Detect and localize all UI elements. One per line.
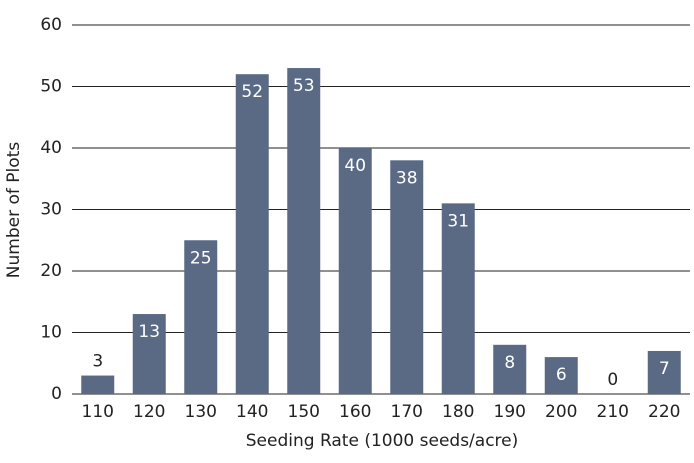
bar <box>544 357 578 394</box>
bar <box>132 314 166 394</box>
bar <box>647 350 681 394</box>
value-label: 0 <box>607 370 618 390</box>
x-tick-label: 150 <box>288 402 320 422</box>
x-tick-label: 120 <box>133 402 165 422</box>
x-tick-label: 130 <box>185 402 217 422</box>
bar <box>81 375 115 394</box>
y-tick-label: 20 <box>40 261 62 281</box>
value-label: 25 <box>190 248 212 268</box>
y-tick-label: 40 <box>40 138 62 158</box>
bar <box>493 344 527 394</box>
y-tick-label: 60 <box>40 15 62 35</box>
value-label: 52 <box>241 82 263 102</box>
value-label: 6 <box>556 365 567 385</box>
value-label: 40 <box>344 156 366 176</box>
value-label: 53 <box>293 76 315 96</box>
x-tick-label: 160 <box>339 402 371 422</box>
bar <box>235 74 269 394</box>
value-label: 38 <box>396 168 418 188</box>
x-axis-title: Seeding Rate (1000 seeds/acre) <box>246 431 519 451</box>
y-tick-label: 0 <box>51 384 62 404</box>
y-tick-label: 10 <box>40 323 62 343</box>
y-tick-label: 50 <box>40 77 62 97</box>
value-label: 31 <box>447 211 469 231</box>
value-label: 7 <box>659 359 670 379</box>
x-tick-label: 200 <box>545 402 577 422</box>
bar <box>441 203 475 394</box>
x-tick-label: 170 <box>391 402 423 422</box>
x-tick-label: 190 <box>494 402 526 422</box>
x-tick-label: 140 <box>236 402 268 422</box>
bar <box>287 68 321 395</box>
x-tick-label: 110 <box>82 402 114 422</box>
bar <box>184 240 218 394</box>
y-axis-title: Number of Plots <box>4 142 24 279</box>
bar <box>390 160 424 394</box>
value-label: 3 <box>92 352 103 372</box>
x-tick-label: 220 <box>648 402 680 422</box>
bar <box>338 148 372 394</box>
y-tick-label: 30 <box>40 200 62 220</box>
x-tick-label: 180 <box>442 402 474 422</box>
x-tick-label: 210 <box>597 402 629 422</box>
value-label: 13 <box>138 322 160 342</box>
value-label: 8 <box>504 353 515 373</box>
